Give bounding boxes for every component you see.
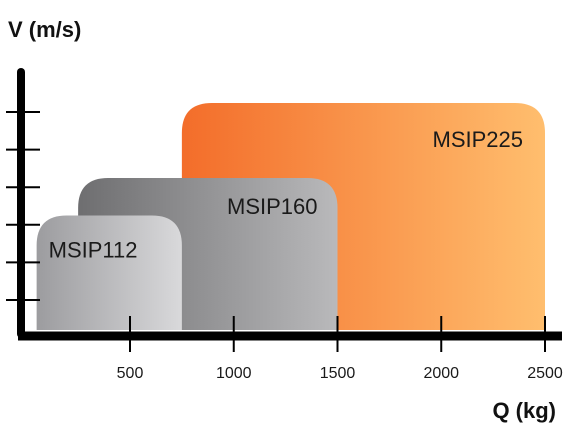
product-regions: MSIP225 MSIP160 MSIP112 bbox=[36, 103, 545, 330]
x-tick-labels: 500 1000 1500 2000 2500 bbox=[117, 365, 563, 382]
axes bbox=[6, 68, 562, 352]
region-label-msip160: MSIP160 bbox=[227, 194, 318, 219]
region-label-msip225: MSIP225 bbox=[433, 127, 524, 152]
x-tick-label: 1000 bbox=[216, 365, 252, 382]
x-tick-label: 1500 bbox=[320, 365, 356, 382]
x-axis-title: Q (kg) bbox=[492, 398, 556, 423]
x-tick-label: 500 bbox=[117, 365, 144, 382]
x-tick-label: 2000 bbox=[423, 365, 459, 382]
region-label-msip112: MSIP112 bbox=[49, 238, 138, 263]
y-axis-title: V (m/s) bbox=[8, 17, 81, 42]
x-tick-label: 2500 bbox=[527, 365, 563, 382]
region-msip112 bbox=[36, 215, 182, 330]
